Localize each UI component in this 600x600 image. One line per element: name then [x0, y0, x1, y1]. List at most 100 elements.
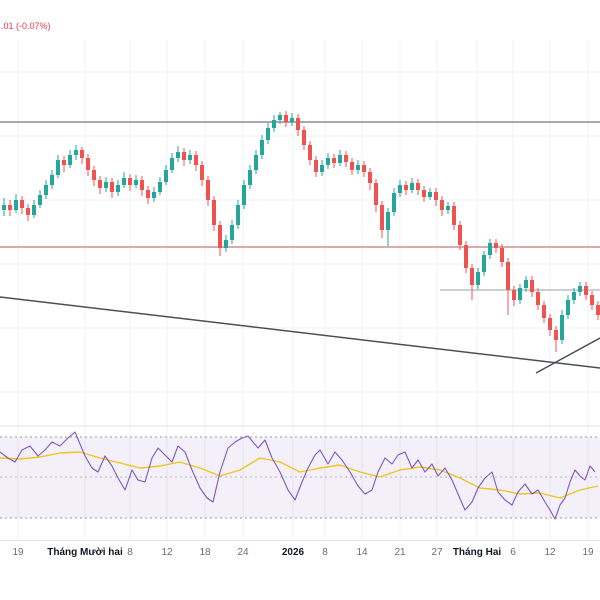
candle-body	[284, 115, 288, 122]
rsi-ma-line	[0, 451, 599, 499]
candle-body	[236, 205, 240, 225]
candle-body	[2, 205, 6, 210]
candle-body	[152, 192, 156, 198]
candle-body	[470, 268, 474, 285]
candle-body	[68, 155, 72, 165]
candle-body	[98, 180, 102, 188]
candle-body	[392, 193, 396, 212]
candle-body	[326, 158, 330, 165]
candle-body	[452, 206, 456, 225]
time-axis-label: Tháng Mười hai	[47, 547, 123, 558]
candle-body	[530, 280, 534, 292]
candle-body	[200, 165, 204, 180]
candle-body	[176, 152, 180, 158]
candle-body	[50, 175, 54, 185]
candle-body	[380, 205, 384, 230]
candle-body	[494, 243, 498, 248]
time-axis-label: 21	[394, 547, 406, 558]
time-axis[interactable]: 19 Tháng Mười hai 8 12 18 24 2026 8 14 21 27 Tháng …	[0, 540, 600, 600]
time-axis-label: 8	[127, 547, 133, 558]
candle-body	[74, 150, 78, 155]
candle-body	[536, 292, 540, 305]
time-axis-label: 14	[356, 547, 368, 558]
candle-body	[188, 155, 192, 160]
candle-body	[218, 225, 222, 248]
candle-body	[596, 305, 600, 315]
time-axis-label: 27	[431, 547, 443, 558]
trendline[interactable]	[535, 337, 600, 374]
candle-body	[260, 140, 264, 155]
candle-body	[266, 128, 270, 140]
candle-body	[584, 286, 588, 295]
candle-body	[434, 192, 438, 200]
time-axis-label: 19	[582, 547, 594, 558]
candle-body	[128, 178, 132, 185]
candle-body	[146, 190, 150, 198]
candle-body	[206, 180, 210, 200]
candle-body	[368, 172, 372, 183]
candle-body	[590, 295, 594, 305]
candle-body	[296, 118, 300, 130]
candle-body	[314, 160, 318, 172]
candle-body	[566, 300, 570, 315]
candle-body	[386, 212, 390, 230]
candle-body	[110, 182, 114, 192]
candle-body	[440, 200, 444, 210]
candle-body	[140, 180, 144, 190]
candle-body	[80, 150, 84, 158]
candle-body	[320, 165, 324, 172]
candle-body	[164, 170, 168, 182]
trendline[interactable]	[0, 296, 600, 369]
candle-body	[374, 183, 378, 205]
candle-body	[158, 182, 162, 192]
candle-body	[506, 262, 510, 290]
time-axis-label: 19	[12, 547, 24, 558]
candle-body	[104, 182, 108, 188]
candle-body	[278, 115, 282, 120]
candle-body	[62, 160, 66, 165]
candle-body	[356, 165, 360, 170]
ticker-change-label: .01 (-0.07%)	[1, 21, 51, 31]
candle-body	[428, 192, 432, 197]
time-axis-label: 6	[510, 547, 516, 558]
candle-body	[416, 183, 420, 190]
candle-body	[92, 170, 96, 180]
candle-body	[26, 208, 30, 215]
time-axis-label: Tháng Hai	[452, 547, 502, 558]
time-axis-label: 18	[199, 547, 211, 558]
candle-body	[308, 145, 312, 160]
candle-body	[398, 185, 402, 193]
candle-body	[350, 162, 354, 170]
candle-body	[272, 120, 276, 128]
candle-body	[290, 118, 294, 122]
candle-body	[410, 183, 414, 190]
time-axis-label: 12	[544, 547, 556, 558]
candle-body	[332, 158, 336, 163]
candle-body	[14, 200, 18, 210]
candle-body	[302, 130, 306, 145]
candle-body	[56, 160, 60, 175]
candle-body	[248, 170, 252, 185]
candle-body	[542, 305, 546, 318]
candle-body	[518, 288, 522, 300]
candle-body	[338, 155, 342, 163]
candle-body	[242, 185, 246, 205]
candle-body	[194, 155, 198, 165]
rsi-line	[0, 431, 596, 520]
time-axis-label: 8	[322, 547, 328, 558]
candle-body	[512, 290, 516, 300]
candle-body	[44, 185, 48, 195]
candle-body	[554, 330, 558, 340]
candle-body	[560, 315, 564, 340]
candle-body	[446, 206, 450, 210]
candle-body	[500, 248, 504, 262]
candle-body	[476, 272, 480, 285]
candle-body	[344, 155, 348, 162]
candle-body	[578, 286, 582, 292]
candle-body	[122, 178, 126, 185]
candle-body	[170, 158, 174, 170]
candle-body	[182, 152, 186, 160]
candle-body	[224, 240, 228, 248]
